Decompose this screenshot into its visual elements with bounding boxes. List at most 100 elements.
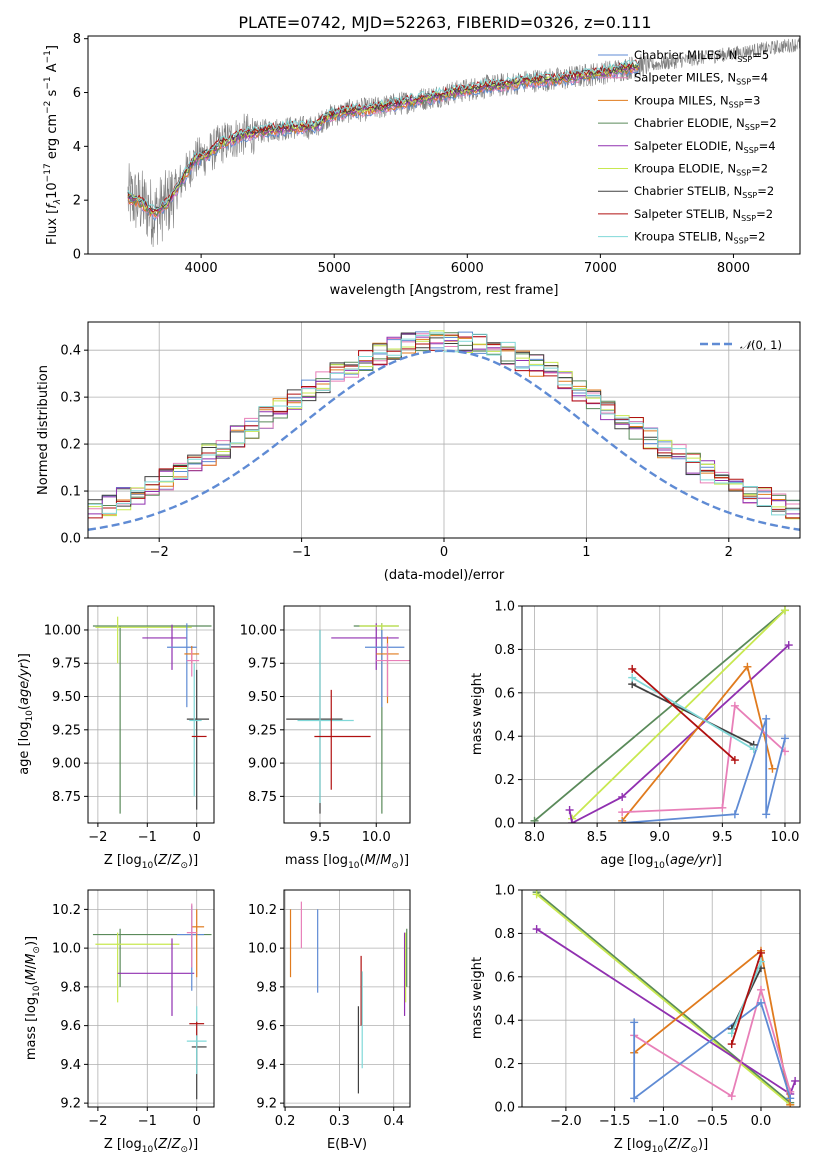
x-tick-label: −2 — [88, 1114, 107, 1129]
normal-curve — [88, 349, 800, 531]
x-tick-label: 8.0 — [524, 830, 545, 845]
error-bar — [92, 928, 212, 987]
x-tick-label: 8.5 — [587, 830, 608, 845]
x-axis-label: wavelength [Angstrom, rest frame] — [330, 283, 559, 298]
y-tick-label: 10.2 — [248, 903, 277, 918]
x-tick-label: −1.0 — [648, 1114, 680, 1129]
y-tick-label: 0.4 — [494, 730, 515, 745]
y-tick-label: 9.6 — [60, 1019, 81, 1034]
y-tick-label: 0.3 — [60, 391, 81, 406]
y-tick-label: 0.4 — [494, 1014, 515, 1029]
weight-series — [618, 701, 789, 817]
weight-series — [628, 673, 758, 754]
y-tick-label: 1.0 — [494, 884, 515, 899]
y-tick-label: 0.0 — [494, 817, 515, 832]
y-tick-label: 9.6 — [256, 1019, 277, 1034]
y-tick-label: 9.25 — [52, 723, 81, 738]
legend-entry: Kroupa ELODIE, NSSP=2 — [634, 162, 768, 178]
x-tick-label: −1 — [292, 545, 311, 560]
x-tick-label: 10.0 — [362, 830, 391, 845]
y-tick-label: 8 — [73, 32, 81, 47]
y-tick-label: 0.4 — [60, 344, 81, 359]
x-tick-label: 7000 — [584, 261, 617, 276]
x-tick-label: 5000 — [318, 261, 351, 276]
model-spectrum — [127, 59, 640, 210]
error-bar — [186, 903, 197, 968]
x-axis-label: Z [log10(Z/Z⊙)] — [104, 1137, 198, 1155]
y-tick-label: 1.0 — [494, 600, 515, 615]
x-tick-label: 0 — [440, 545, 448, 560]
legend-entry: Kroupa STELIB, NSSP=2 — [634, 230, 765, 246]
error-bar — [117, 938, 195, 1016]
y-tick-label: 0.2 — [60, 438, 81, 453]
model-spectrum — [127, 64, 640, 215]
axes-frame — [87, 605, 215, 824]
error-bar — [92, 625, 212, 814]
mass_Z-axes: −2 −1 0 9.2 9.4 9.6 9.8 10.0 10.2 Z [log10(Z/Z⊙)]… — [24, 889, 215, 1155]
y-axis-label: mass weight — [470, 957, 485, 1039]
mw_age-axes: 8.0 8.5 9.0 9.5 10.0 0.0 0.2 0.4 0.6 0.8 1.0 age [l… — [470, 600, 801, 871]
x-tick-label: 9.0 — [649, 830, 670, 845]
legend-entry: Chabrier MILES, NSSP=5 — [634, 48, 769, 64]
weight-series — [618, 714, 789, 823]
x-tick-label: −1 — [138, 830, 157, 845]
mass_ebv-axes: 0.2 0.3 0.4 9.2 9.4 9.6 9.8 10.0 10.2 E(B-V) — [248, 889, 411, 1152]
y-tick-label: 9.2 — [60, 1097, 81, 1112]
model-spectrum — [127, 65, 640, 220]
y-tick-label: 9.00 — [248, 757, 277, 772]
y-tick-label: 4 — [73, 140, 81, 155]
x-tick-label: −2.0 — [550, 1114, 582, 1129]
y-tick-label: 0.6 — [494, 970, 515, 985]
age_Z-axes: −2 −1 0 8.75 9.00 9.25 9.50 9.75 10.00 Z [log10(Z… — [17, 605, 215, 871]
weight-series — [628, 664, 739, 765]
error-bar — [286, 629, 343, 814]
y-axis-label: mass weight — [470, 673, 485, 755]
weight-series — [568, 606, 789, 823]
x-tick-label: 1 — [582, 545, 590, 560]
model-spectrum — [127, 60, 640, 212]
legend-entry: Kroupa MILES, NSSP=3 — [634, 93, 760, 109]
x-tick-label: 0 — [193, 1114, 201, 1129]
x-tick-label: 0.2 — [275, 1114, 296, 1129]
y-tick-label: 9.8 — [256, 980, 277, 995]
x-tick-label: −2 — [88, 830, 107, 845]
x-axis-label: age [log10(age/yr)] — [600, 853, 722, 871]
error-bar — [186, 649, 200, 677]
y-axis-label: age [log10(age/yr)] — [17, 653, 35, 775]
y-axis-label: mass [log10(M/M⊙)] — [24, 936, 42, 1060]
error-bar — [314, 689, 371, 790]
error-bar — [95, 932, 180, 1003]
mass_Z-marks — [92, 903, 212, 1100]
error-bar — [191, 1035, 207, 1100]
y-tick-label: 0.0 — [494, 1101, 515, 1116]
x-axis-label: Z [log10(Z/Z⊙)] — [104, 853, 198, 871]
y-tick-label: 9.75 — [52, 657, 81, 672]
error-bar — [376, 643, 410, 697]
axes-frame — [283, 889, 411, 1108]
model-spectrum — [127, 67, 640, 221]
x-axis-label: E(B-V) — [327, 1137, 367, 1152]
figure-title: PLATE=0742, MJD=52263, FIBERID=0326, z=0… — [238, 13, 651, 32]
residuals-axes: −2 −1 0 1 2 0.0 0.1 0.2 0.3 0.4 𝒩(0, 1) (data-model… — [36, 321, 801, 583]
x-tick-label: 2 — [725, 545, 733, 560]
axes-frame — [283, 605, 411, 824]
error-bar — [186, 1006, 207, 1075]
mw_age-marks — [530, 606, 793, 823]
x-tick-label: 0.4 — [383, 1114, 404, 1129]
y-tick-label: 0.8 — [494, 927, 515, 942]
legend-entry: Salpeter STELIB, NSSP=2 — [634, 207, 773, 223]
y-tick-label: 10.0 — [52, 942, 81, 957]
y-tick-label: 0 — [73, 248, 81, 263]
y-tick-label: 2 — [73, 194, 81, 209]
x-tick-label: −1.5 — [599, 1114, 631, 1129]
error-bar — [297, 629, 354, 804]
observed-spectrum — [127, 37, 800, 248]
model-spectrum — [127, 65, 640, 218]
error-bar — [189, 1021, 205, 1036]
x-tick-label: 4000 — [185, 261, 218, 276]
x-tick-label: −2 — [150, 545, 169, 560]
model-spectrum — [127, 59, 640, 213]
axes-frame — [521, 889, 801, 1108]
legend-entry: Salpeter MILES, NSSP=4 — [634, 71, 768, 87]
